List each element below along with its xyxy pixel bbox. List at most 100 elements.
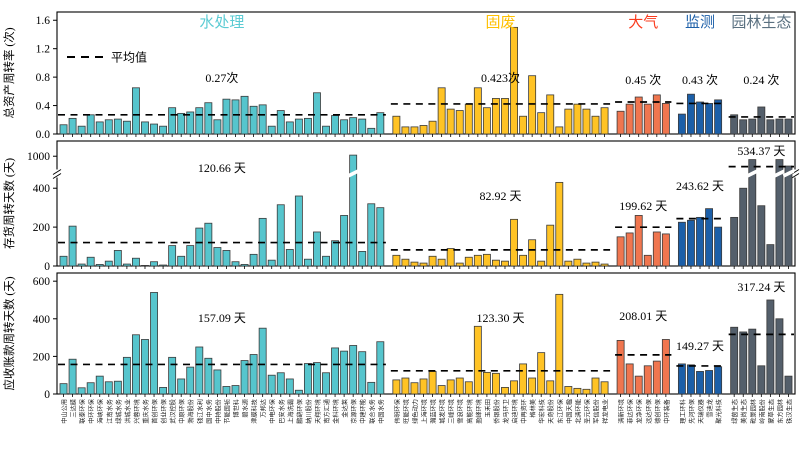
bar-solid-waste-6 [446,379,455,395]
x-tick-label-water-21: 津膜科技 [251,399,259,424]
axis-break-mark [52,173,62,179]
bar-solid-waste-13 [510,218,518,267]
x-tick-label-solid-waste-7: 雪浪环境 [457,399,465,424]
group-label-water: 水处理 [199,14,244,31]
x-tick-label-water-14: 渤海股份 [187,398,195,424]
bar-water-15 [195,346,204,395]
bar-water-14 [186,366,195,395]
bar-air-2 [634,215,643,267]
y-tick-label: 0.8 [36,72,51,84]
bar-solid-waste-6 [446,108,455,135]
x-tick-label-solid-waste-2: 绿色动力 [411,399,419,424]
bar-water-27 [303,117,312,135]
bar-air-3 [643,365,652,395]
bar-water-34 [367,127,376,135]
panel-receivable-turnover-days: 0 200 400 600 应收账款周转天数 (天) 157.09 天 123.30 天 20… [2,272,796,424]
bar-water-11 [159,387,168,395]
x-tick-label-ecology-2: 乾景园林 [749,399,757,424]
x-tick-label-solid-waste-22: 军信股份 [593,398,601,424]
bar-monitoring-4 [714,366,723,395]
bar-monitoring-2 [696,216,704,267]
bar-solid-waste-21 [582,262,591,267]
x-tick-label-solid-waste-17: 天奇股份 [547,398,555,424]
bar-solid-waste-9 [473,87,482,135]
bar-ecology-6 [784,375,793,395]
y-axis-title: 应收账款周转天数 (天) [2,276,16,390]
legend: 平均值 [67,50,147,65]
bar-solid-waste-18 [555,293,564,395]
bar-ecology-3 [757,365,766,395]
average-annotation-water: 0.27次 [205,71,238,85]
bar-solid-waste-20 [573,258,582,267]
bar-water-30 [331,240,339,267]
bar-air-0 [616,236,625,267]
bar-solid-waste-22 [591,115,600,135]
bar-solid-waste-4 [428,255,437,267]
x-tick-label-solid-waste-9: 盈峰环境 [475,399,483,424]
bar-solid-waste-7 [455,262,464,267]
bar-solid-waste-5 [437,87,446,135]
x-tick-label-ecology-5: 东方园林 [776,399,784,424]
bar-break-gap [773,169,786,178]
x-tick-label-water-27: 纳川股份 [305,398,313,424]
series-solid-waste [392,293,609,397]
bar-monitoring-3 [705,103,713,135]
bar-air-2 [634,375,643,395]
x-tick-label-water-30: 金科环境 [332,399,340,424]
bar-water-16 [204,222,213,267]
y-tick-label: 0.0 [36,129,51,141]
bar-ecology-6 [784,118,793,135]
bar-air-4 [652,94,661,135]
x-tick-label-water-29: 南方汇通 [323,399,331,424]
bar-water-32 [349,117,358,135]
x-tick-label-air-3: 远达环保 [645,398,653,424]
bar-solid-waste-18 [555,126,564,135]
bar-water-33 [358,351,367,395]
bar-ecology-5 [775,118,784,135]
x-tick-label-water-33: 中建环能 [359,399,367,424]
bar-solid-waste-21 [582,388,591,395]
x-tick-label-solid-waste-14: 中再资环 [520,399,528,424]
bar-solid-waste-2 [410,126,419,135]
x-tick-label-water-3: 中环环保 [88,398,96,424]
bar-solid-waste-23 [600,381,609,395]
bar-solid-waste-8 [464,103,473,135]
bar-water-23 [267,125,276,135]
bar-solid-waste-13 [510,380,518,395]
bar-water-7 [122,263,131,267]
x-tick-label-water-20: 碧水源 [242,399,250,418]
bar-break-gap [746,169,759,178]
x-tick-label-water-5: 江南水务 [106,399,114,424]
bar-water-31 [340,350,349,395]
bar-water-29 [322,372,330,395]
bar-solid-waste-0 [392,115,401,135]
bar-water-35 [376,341,385,395]
x-tick-label-air-5: 中环装备 [663,398,671,424]
x-tick-label-water-34: 联合水务 [368,399,376,424]
bar-air-3 [643,254,652,267]
bar-water-19 [231,261,240,267]
bar-air-0 [616,110,625,135]
x-tick-label-solid-waste-10: 玉禾田 [484,399,492,418]
bar-solid-waste-1 [401,377,410,395]
x-tick-label-solid-waste-1: 旺能环境 [402,399,410,424]
bar-solid-waste-6 [446,248,455,267]
bar-water-9 [141,121,149,135]
x-tick-label-solid-waste-5: 城发环境 [439,399,447,424]
bar-water-11 [159,125,168,135]
bar-water-18 [222,386,231,395]
group-label-air: 大气 [628,14,658,31]
bar-solid-waste-19 [564,386,573,395]
bar-water-4 [95,375,104,395]
bar-water-21 [249,105,258,135]
bar-solid-waste-7 [455,377,464,395]
bar-water-3 [86,382,95,395]
bar-solid-waste-9 [473,325,482,395]
average-annotation-water: 157.09 天 [198,311,246,325]
x-tick-label-air-4: 德创环保 [654,398,662,424]
bar-ecology-1 [739,119,748,135]
bar-water-16 [204,102,213,135]
bar-water-7 [122,356,131,395]
bar-water-35 [376,112,385,135]
